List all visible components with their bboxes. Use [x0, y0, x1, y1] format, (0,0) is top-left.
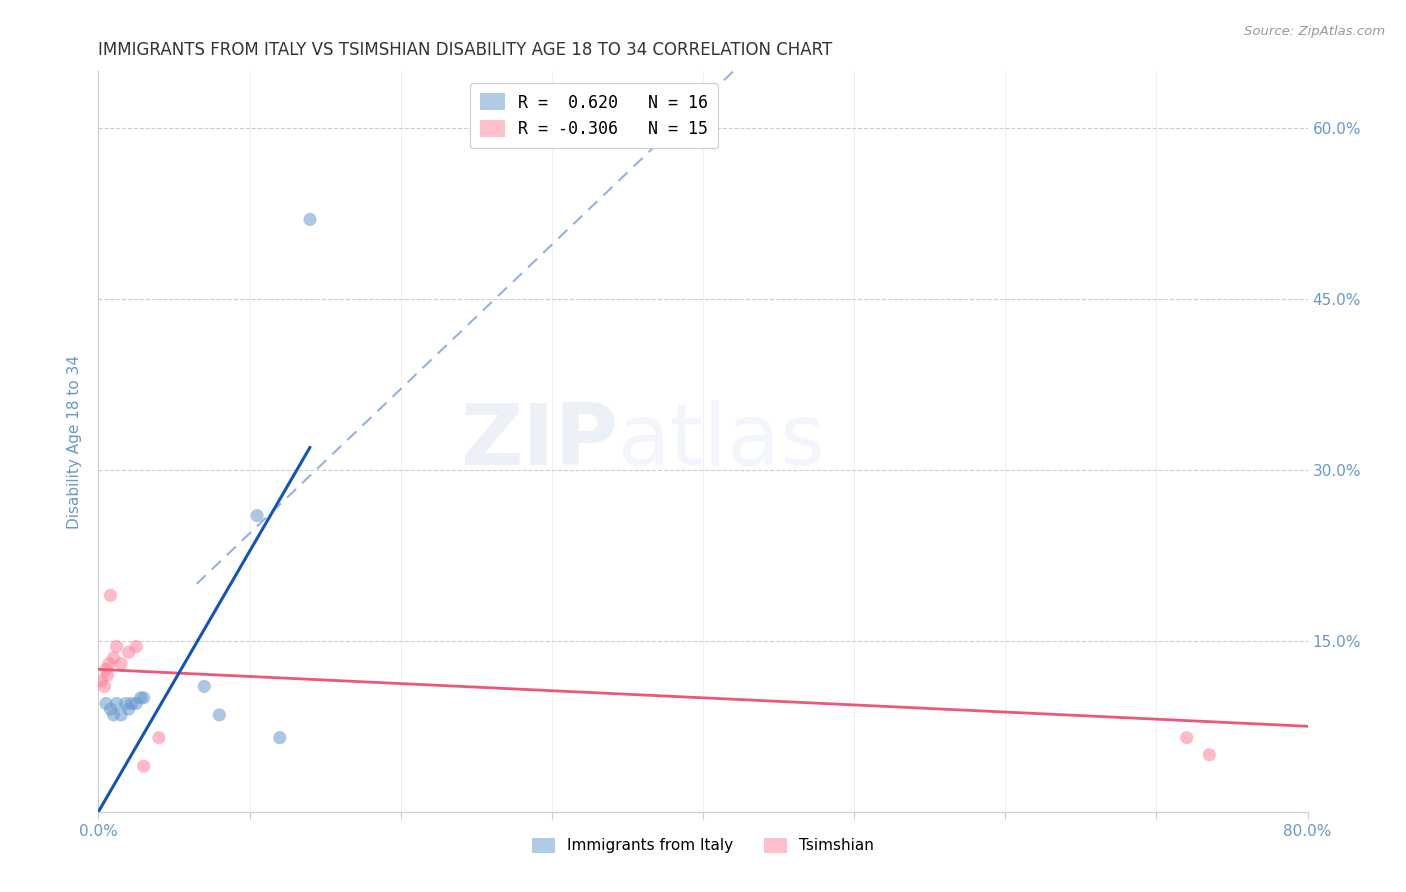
Text: IMMIGRANTS FROM ITALY VS TSIMSHIAN DISABILITY AGE 18 TO 34 CORRELATION CHART: IMMIGRANTS FROM ITALY VS TSIMSHIAN DISAB…	[98, 41, 832, 59]
Point	[132, 759, 155, 773]
Point	[105, 640, 128, 654]
Point	[93, 680, 115, 694]
Legend: Immigrants from Italy, Tsimshian: Immigrants from Italy, Tsimshian	[526, 831, 880, 860]
Point	[110, 707, 132, 722]
Point	[118, 702, 141, 716]
Point	[98, 657, 121, 671]
Point	[94, 697, 117, 711]
Point	[132, 690, 155, 705]
Point	[100, 702, 122, 716]
Point	[193, 680, 215, 694]
Point	[103, 707, 125, 722]
Point	[1198, 747, 1220, 762]
Point	[90, 673, 112, 688]
Point	[114, 697, 136, 711]
Y-axis label: Disability Age 18 to 34: Disability Age 18 to 34	[67, 354, 83, 529]
Point	[269, 731, 291, 745]
Point	[299, 212, 322, 227]
Text: atlas: atlas	[619, 400, 827, 483]
Point	[121, 697, 143, 711]
Point	[246, 508, 269, 523]
Point	[96, 668, 118, 682]
Point	[125, 640, 148, 654]
Point	[105, 697, 128, 711]
Point	[208, 707, 231, 722]
Point	[125, 697, 148, 711]
Point	[129, 690, 152, 705]
Point	[103, 651, 125, 665]
Point	[1175, 731, 1198, 745]
Point	[110, 657, 132, 671]
Point	[118, 645, 141, 659]
Point	[94, 662, 117, 676]
Text: ZIP: ZIP	[461, 400, 619, 483]
Point	[100, 588, 122, 602]
Point	[148, 731, 170, 745]
Text: Source: ZipAtlas.com: Source: ZipAtlas.com	[1244, 25, 1385, 38]
